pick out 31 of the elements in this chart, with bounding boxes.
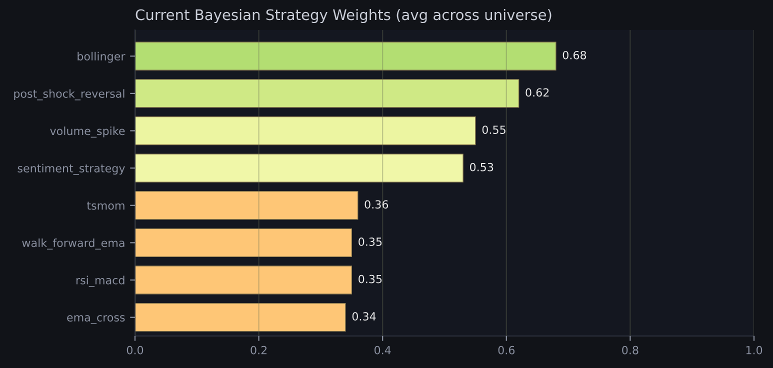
- data-label: 0.53: [470, 162, 494, 172]
- x-tick-label: 0.0: [126, 346, 144, 354]
- bar: [135, 79, 520, 108]
- x-tick-label: 0.6: [498, 346, 515, 354]
- data-label: 0.35: [358, 274, 382, 284]
- y-tick-label: tsmom: [86, 202, 124, 210]
- bar: [135, 266, 352, 294]
- data-label: 0.36: [364, 200, 388, 209]
- bar: [135, 116, 476, 146]
- bar: [135, 154, 464, 182]
- x-tick-label: 1.0: [746, 346, 762, 354]
- x-tick-label: 0.4: [374, 346, 391, 354]
- data-label: 0.62: [526, 88, 549, 97]
- data-label: 0.35: [358, 238, 382, 246]
- y-tick-label: walk_forward_ema: [22, 238, 124, 250]
- x-tick-label: 0.8: [622, 346, 638, 354]
- bar: [135, 191, 358, 220]
- chart-title: Current Bayesian Strategy Weights (avg across universe): [136, 8, 552, 24]
- data-label: 0.68: [562, 50, 586, 60]
- data-label: 0.55: [482, 126, 506, 134]
- y-tick-label: bollinger: [78, 52, 126, 63]
- bar: [135, 303, 346, 332]
- bar: [135, 228, 352, 258]
- y-tick-label: sentiment_strategy: [18, 164, 125, 175]
- y-tick-label: volume_spike: [50, 126, 125, 138]
- y-tick-label: rsi_macd: [76, 276, 124, 287]
- data-label: 0.34: [352, 312, 376, 321]
- y-tick-label: post_shock_reversal: [14, 89, 124, 100]
- y-tick-label: ema_cross: [67, 315, 125, 324]
- bar: [135, 42, 556, 70]
- x-tick-label: 0.2: [250, 346, 267, 354]
